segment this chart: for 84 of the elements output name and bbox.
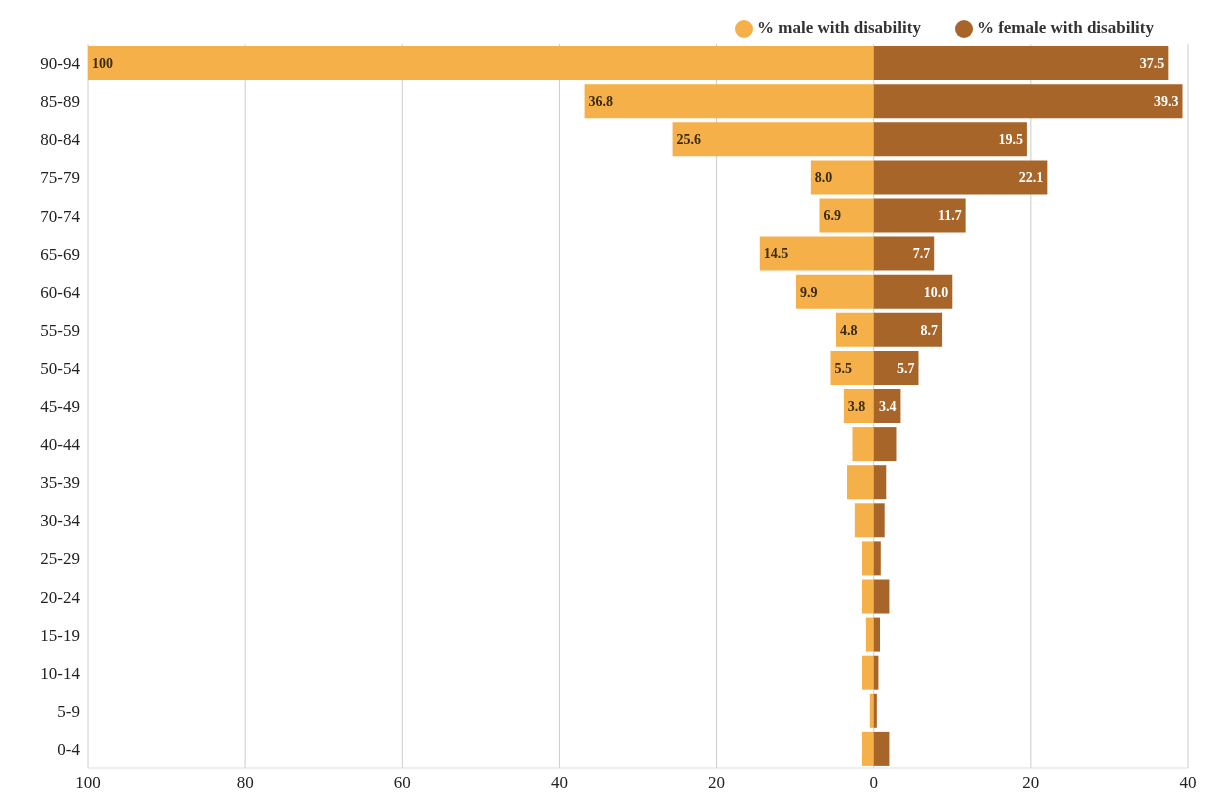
bar <box>873 274 953 309</box>
bar <box>873 122 1027 157</box>
bar <box>873 617 880 652</box>
bar <box>873 465 887 500</box>
y-tick-label: 20-24 <box>40 587 81 607</box>
bar <box>873 427 897 462</box>
data-label: 6.9 <box>823 208 841 224</box>
y-tick-label: 30-34 <box>40 511 81 531</box>
data-label: 9.9 <box>799 284 818 300</box>
data-label: 100 <box>92 55 113 71</box>
bar <box>836 312 874 347</box>
bar <box>861 541 874 576</box>
bar <box>873 579 890 614</box>
legend-label: % male with disability <box>757 18 921 37</box>
data-label: 7.7 <box>912 246 931 262</box>
data-label: 39.3 <box>1154 94 1179 110</box>
data-label: 36.8 <box>588 94 614 110</box>
bar <box>852 427 874 462</box>
y-tick-label: 40-44 <box>40 435 81 455</box>
bar <box>873 731 890 766</box>
y-tick-label: 35-39 <box>40 473 80 493</box>
x-tick-label: 80 <box>236 773 254 793</box>
data-label: 8.7 <box>920 322 939 338</box>
bar <box>810 160 874 195</box>
data-label: 14.5 <box>763 246 789 262</box>
x-tick-label: 100 <box>75 773 101 793</box>
y-tick-label: 70-74 <box>40 206 81 226</box>
bar <box>873 84 1183 119</box>
bar <box>861 655 874 690</box>
bar <box>861 731 874 766</box>
bar <box>819 198 874 233</box>
bar <box>861 579 874 614</box>
y-tick-label: 85-89 <box>40 92 80 112</box>
bar <box>584 84 874 119</box>
bar <box>873 503 885 538</box>
data-label: 5.7 <box>897 360 915 376</box>
y-tick-label: 75-79 <box>40 168 80 188</box>
bar <box>873 198 966 233</box>
y-tick-label: 65-69 <box>40 244 80 264</box>
data-label: 22.1 <box>1018 170 1044 186</box>
data-label: 8.0 <box>814 170 833 186</box>
data-label: 37.5 <box>1139 55 1165 71</box>
y-tick-label: 10-14 <box>40 663 81 683</box>
data-label: 25.6 <box>676 132 702 148</box>
bar <box>854 503 874 538</box>
y-tick-label: 45-49 <box>40 397 80 417</box>
bar <box>873 236 935 271</box>
x-tick-label: 20 <box>1022 773 1040 793</box>
legend-label: % female with disability <box>976 18 1154 37</box>
data-label: 3.8 <box>847 398 866 414</box>
bar <box>873 160 1048 195</box>
bar <box>873 350 919 385</box>
data-label: 5.5 <box>834 360 852 376</box>
y-tick-label: 0-4 <box>57 739 81 759</box>
bar <box>88 46 874 81</box>
x-tick-label: 20 <box>708 773 726 793</box>
bar <box>759 236 874 271</box>
x-tick-label: 0 <box>869 773 878 793</box>
x-tick-label: 40 <box>550 773 568 793</box>
x-tick-label: 40 <box>1179 773 1197 793</box>
y-tick-label: 60-64 <box>40 282 81 302</box>
bar <box>869 693 874 728</box>
bar <box>847 465 874 500</box>
y-tick-label: 90-94 <box>40 54 81 74</box>
y-tick-label: 15-19 <box>40 625 80 645</box>
data-label: 19.5 <box>998 132 1023 148</box>
y-tick-label: 50-54 <box>40 358 81 378</box>
data-label: 3.4 <box>878 398 897 414</box>
data-label: 11.7 <box>937 208 962 224</box>
y-tick-label: 5-9 <box>57 701 80 721</box>
bar <box>865 617 874 652</box>
bar <box>672 122 874 157</box>
bar <box>873 541 881 576</box>
bar <box>830 350 874 385</box>
x-tick-label: 60 <box>393 773 411 793</box>
y-tick-label: 55-59 <box>40 320 80 340</box>
y-tick-label: 25-29 <box>40 549 80 569</box>
data-label: 4.8 <box>840 322 858 338</box>
bar <box>873 312 943 347</box>
bar <box>873 46 1169 81</box>
y-tick-label: 80-84 <box>40 130 81 150</box>
bar <box>873 693 877 728</box>
bar <box>795 274 874 309</box>
data-label: 10.0 <box>923 284 949 300</box>
